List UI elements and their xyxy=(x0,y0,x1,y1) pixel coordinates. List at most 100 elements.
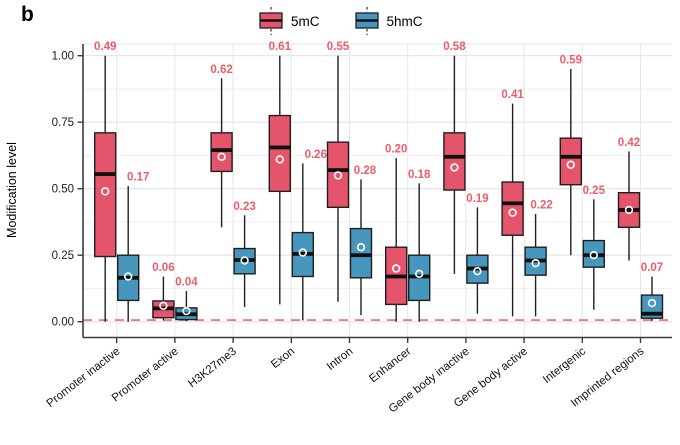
mean-point xyxy=(392,264,401,273)
iqr-box xyxy=(349,227,373,279)
mean-point xyxy=(531,258,540,268)
boxplot-5mc-7 xyxy=(501,103,524,317)
boxplot-5hmc-5 xyxy=(408,183,431,322)
boxplot-5hmc-9 xyxy=(640,276,664,321)
x-category-label: Intergenic xyxy=(541,345,588,386)
mean-value-label: 0.28 xyxy=(354,165,377,177)
mean-point xyxy=(589,251,598,260)
boxplot-key-icon-5mc xyxy=(259,7,283,35)
boxplot-5hmc-7 xyxy=(524,213,547,317)
median-line xyxy=(350,253,372,258)
mean-value-label: 0.22 xyxy=(530,199,552,211)
x-category-label: Promoter inactive xyxy=(45,345,123,410)
iqr-box xyxy=(443,132,466,191)
mean-point xyxy=(356,243,366,252)
mean-value-label: 0.07 xyxy=(641,262,663,274)
median-line xyxy=(502,201,524,206)
mean-value-label: 0.41 xyxy=(501,89,524,101)
median-line xyxy=(385,274,407,279)
mean-point xyxy=(415,269,424,279)
boxplot-5hmc-8 xyxy=(582,199,605,310)
mean-point xyxy=(450,163,459,172)
mean-value-label: 0.62 xyxy=(210,64,232,76)
mean-value-label: 0.06 xyxy=(152,262,174,274)
mean-value-label: 0.61 xyxy=(269,41,292,53)
boxplot-5hmc-0 xyxy=(116,186,140,322)
mean-value-label: 0.23 xyxy=(233,201,255,213)
boxplot-5mc-3 xyxy=(268,55,291,305)
mean-point xyxy=(100,187,110,196)
mean-value-label: 0.26 xyxy=(305,149,327,161)
boxplot-5mc-6 xyxy=(443,55,466,274)
legend-label-5hmc: 5hmC xyxy=(386,13,423,29)
median-line xyxy=(234,258,256,262)
boxplot-5hmc-3 xyxy=(291,163,314,321)
iqr-box xyxy=(326,141,350,209)
mean-value-label: 0.25 xyxy=(583,185,606,197)
legend: 5mC 5hmC xyxy=(258,6,423,36)
legend-label-5mc: 5mC xyxy=(291,13,320,29)
mean-value-label: 0.19 xyxy=(466,193,488,205)
median-line xyxy=(443,154,465,159)
y-tick-label: 0.00 xyxy=(52,317,74,329)
y-tick-label: 0.50 xyxy=(52,184,74,196)
y-tick-label: 0.75 xyxy=(52,117,74,129)
legend-item-5mc: 5mC xyxy=(258,6,320,36)
median-line xyxy=(327,168,349,172)
mean-point xyxy=(159,301,168,310)
boxplot-5mc-2 xyxy=(210,78,233,228)
mean-value-label: 0.58 xyxy=(443,41,466,53)
iqr-box xyxy=(268,114,291,193)
mean-point xyxy=(298,248,307,257)
boxplot-5hmc-2 xyxy=(233,215,256,308)
mean-value-label: 0.18 xyxy=(408,169,431,181)
median-line xyxy=(641,311,663,316)
median-line xyxy=(117,275,139,280)
x-category-label: H3K27me3 xyxy=(186,345,239,390)
y-tick-label: 0.25 xyxy=(52,250,74,262)
y-tick-label: 1.00 xyxy=(52,51,74,63)
boxplot-5mc-1 xyxy=(152,276,175,321)
median-line xyxy=(269,145,291,150)
mean-point xyxy=(508,208,517,217)
mean-value-label: 0.20 xyxy=(385,144,407,156)
median-line xyxy=(583,253,605,258)
mean-point xyxy=(240,256,249,265)
mean-value-label: 0.55 xyxy=(327,41,350,53)
boxplot-key-icon-5hmc xyxy=(354,7,379,35)
x-category-label: Intron xyxy=(325,345,356,373)
mean-value-label: 0.42 xyxy=(618,137,640,149)
median-line xyxy=(560,154,582,159)
boxplot-5hmc-6 xyxy=(466,207,489,314)
mean-point xyxy=(333,171,343,180)
mean-point xyxy=(647,298,657,308)
boxplot-5mc-9 xyxy=(617,151,641,261)
x-category-label: Enhancer xyxy=(367,345,413,385)
mean-point xyxy=(182,306,191,316)
boxplot-5mc-8 xyxy=(559,69,582,256)
boxplot-5mc-4 xyxy=(326,55,350,302)
y-axis-title: Modification level xyxy=(5,142,19,238)
iqr-box xyxy=(210,132,233,173)
mean-point xyxy=(566,160,575,169)
mean-point xyxy=(217,152,226,161)
mean-value-label: 0.49 xyxy=(94,41,116,53)
median-line xyxy=(618,208,640,212)
panel-label: b xyxy=(21,3,34,26)
mean-value-label: 0.59 xyxy=(560,55,582,67)
median-line xyxy=(94,172,116,176)
legend-item-5hmc: 5hmC xyxy=(354,6,423,36)
median-line xyxy=(211,148,233,153)
boxplot-5mc-5 xyxy=(385,158,408,322)
boxplot-5mc-0 xyxy=(93,55,117,322)
mean-point xyxy=(275,155,284,164)
mean-point xyxy=(624,205,634,215)
boxplot-5hmc-4 xyxy=(349,179,373,316)
mean-value-label: 0.17 xyxy=(127,172,149,184)
mean-point xyxy=(473,266,482,276)
x-category-label: Exon xyxy=(269,345,297,371)
boxplot-5hmc-1 xyxy=(175,291,198,322)
mean-point xyxy=(123,272,133,281)
